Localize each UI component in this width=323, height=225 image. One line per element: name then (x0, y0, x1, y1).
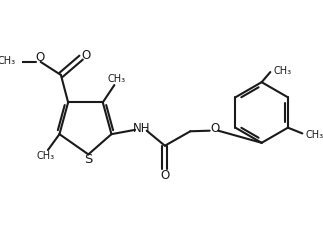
Text: O: O (82, 49, 91, 62)
Text: O: O (210, 122, 220, 135)
Text: S: S (84, 153, 92, 166)
Text: O: O (160, 169, 170, 182)
Text: CH₃: CH₃ (0, 56, 16, 66)
Text: NH: NH (133, 122, 151, 135)
Text: CH₃: CH₃ (273, 66, 292, 76)
Text: O: O (35, 51, 45, 63)
Text: CH₃: CH₃ (108, 74, 126, 84)
Text: CH₃: CH₃ (306, 130, 323, 140)
Text: CH₃: CH₃ (36, 151, 55, 161)
